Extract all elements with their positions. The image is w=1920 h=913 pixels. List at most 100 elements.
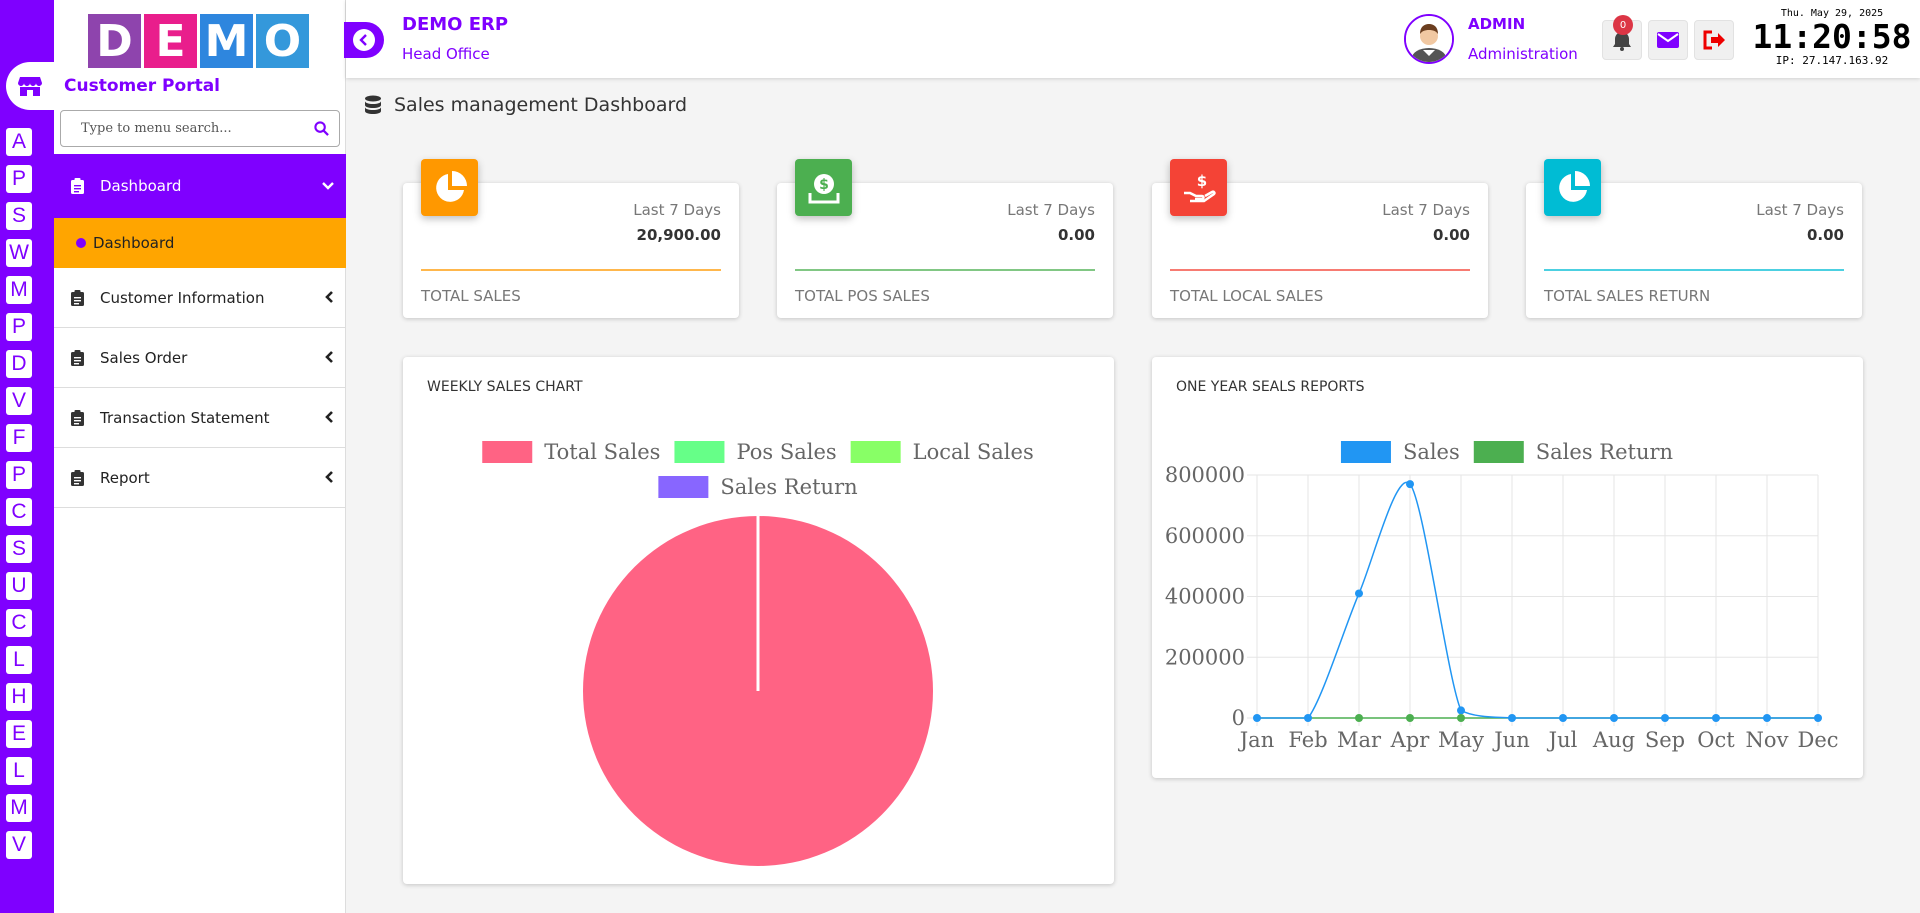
sidebar-item-transaction-statement[interactable]: Transaction Statement	[54, 388, 346, 448]
y-tick-label: 400000	[1165, 585, 1245, 609]
data-point-sales[interactable]	[1253, 714, 1261, 722]
rail-letter-s[interactable]: S	[6, 535, 32, 563]
data-point-sales[interactable]	[1508, 714, 1516, 722]
legend-swatch[interactable]	[1473, 441, 1524, 463]
legend-swatch[interactable]	[850, 441, 901, 463]
sidebar: DEMO Customer Portal Dashboard Dashboard C…	[54, 0, 346, 913]
legend-swatch[interactable]	[1340, 441, 1391, 463]
x-tick-label: Mar	[1337, 728, 1382, 752]
logout-button[interactable]	[1694, 20, 1734, 60]
pie-chart-icon	[421, 159, 478, 216]
notifications-button[interactable]: 0	[1602, 15, 1642, 60]
search-icon[interactable]	[314, 121, 329, 136]
clipboard-icon	[66, 177, 88, 195]
messages-button[interactable]	[1648, 20, 1688, 60]
sidebar-toggle-button[interactable]	[344, 22, 384, 58]
x-tick-label: Jun	[1492, 728, 1529, 752]
user-info[interactable]: ADMIN Administration	[1468, 15, 1578, 63]
data-point-sales[interactable]	[1763, 714, 1771, 722]
data-point-sales[interactable]	[1661, 714, 1669, 722]
sidebar-item-dashboard[interactable]: Dashboard	[54, 154, 346, 218]
data-point-sales[interactable]	[1814, 714, 1822, 722]
legend-swatch[interactable]	[674, 441, 725, 463]
branch-name: Head Office	[402, 45, 490, 63]
data-point-sales-return[interactable]	[1355, 714, 1363, 722]
stat-card-label: TOTAL LOCAL SALES	[1170, 287, 1324, 305]
rail-letter-u[interactable]: U	[6, 572, 32, 600]
avatar[interactable]	[1404, 14, 1454, 64]
svg-text:$: $	[1196, 172, 1206, 190]
menu-search-box	[60, 110, 340, 147]
rail-letter-h[interactable]: H	[6, 683, 32, 711]
data-point-sales[interactable]	[1304, 714, 1312, 722]
stat-card-label: TOTAL SALES RETURN	[1544, 287, 1711, 305]
portal-title: Customer Portal	[64, 76, 220, 96]
data-point-sales[interactable]	[1559, 714, 1567, 722]
rail-letter-p[interactable]: P	[6, 461, 32, 489]
stat-card-divider	[421, 269, 721, 271]
legend-label[interactable]: Sales Return	[1536, 440, 1673, 464]
legend-label[interactable]: Total Sales	[544, 440, 660, 464]
rail-letter-p[interactable]: P	[6, 165, 32, 193]
stat-card-divider	[1170, 269, 1470, 271]
rail-letter-v[interactable]: V	[6, 831, 32, 859]
data-point-sales[interactable]	[1610, 714, 1618, 722]
rail-letter-c[interactable]: C	[6, 609, 32, 637]
legend-label[interactable]: Sales	[1403, 440, 1460, 464]
data-point-sales[interactable]	[1355, 589, 1363, 598]
stat-card-period: Last 7 Days	[1007, 201, 1095, 219]
stat-card-total-pos-sales: $ Last 7 Days 0.00 TOTAL POS SALES	[777, 159, 1113, 318]
logo-letter: M	[200, 14, 253, 68]
rail-letter-a[interactable]: A	[6, 128, 32, 156]
rail-letter-w[interactable]: W	[6, 239, 32, 267]
legend-label[interactable]: Local Sales	[913, 440, 1034, 464]
data-point-sales[interactable]	[1712, 714, 1720, 722]
x-tick-label: Apr	[1390, 728, 1431, 752]
rail-letter-d[interactable]: D	[6, 350, 32, 378]
data-point-sales[interactable]	[1457, 706, 1465, 715]
data-point-sales-return[interactable]	[1406, 714, 1414, 722]
x-tick-label: Nov	[1746, 728, 1789, 752]
legend-label[interactable]: Sales Return	[720, 475, 857, 499]
rail-letter-l[interactable]: L	[6, 757, 32, 785]
legend-swatch[interactable]	[482, 441, 533, 463]
rail-letter-m[interactable]: M	[6, 276, 32, 304]
chevron-left-icon	[324, 349, 334, 367]
store-icon[interactable]	[6, 62, 54, 110]
rail-letter-m[interactable]: M	[6, 794, 32, 822]
company-name: DEMO ERP	[402, 14, 509, 35]
chevron-left-icon	[324, 409, 334, 427]
sidebar-item-customer-information[interactable]: Customer Information	[54, 268, 346, 328]
top-header: DEMO ERP Head Office ADMIN Administratio…	[344, 0, 1920, 78]
menu-search-input[interactable]	[81, 121, 314, 136]
clipboard-icon	[66, 349, 88, 367]
sidebar-subitem-dashboard[interactable]: Dashboard	[54, 218, 346, 268]
x-tick-label: Sep	[1645, 728, 1685, 752]
sidebar-item-report[interactable]: Report	[54, 448, 346, 508]
sidebar-menu: Dashboard Dashboard Customer Information Sa…	[54, 154, 346, 508]
chevron-left-icon	[324, 469, 334, 487]
rail-letter-v[interactable]: V	[6, 387, 32, 415]
ip-address: IP: 27.147.163.92	[1775, 54, 1889, 67]
rail-letter-s[interactable]: S	[6, 202, 32, 230]
weekly-sales-panel: WEEKLY SALES CHART Total Sales Pos Sales L…	[403, 357, 1114, 884]
weekly-sales-title: WEEKLY SALES CHART	[427, 379, 583, 395]
data-point-sales[interactable]	[1406, 480, 1414, 489]
y-tick-label: 600000	[1165, 524, 1245, 548]
yearly-sales-panel: ONE YEAR SEALS REPORTS Sales Sales Return…	[1152, 357, 1863, 778]
user-name: ADMIN	[1468, 15, 1526, 33]
legend-label[interactable]: Pos Sales	[736, 440, 836, 464]
rail-letter-e[interactable]: E	[6, 720, 32, 748]
rail-letter-p[interactable]: P	[6, 313, 32, 341]
legend-swatch[interactable]	[658, 476, 709, 498]
rail-letter-f[interactable]: F	[6, 424, 32, 452]
logo-letter: D	[88, 14, 141, 68]
sidebar-item-sales-order[interactable]: Sales Order	[54, 328, 346, 388]
rail-letter-l[interactable]: L	[6, 646, 32, 674]
money-download-icon: $	[795, 159, 852, 216]
data-point-sales-return[interactable]	[1457, 714, 1465, 722]
rail-letter-c[interactable]: C	[6, 498, 32, 526]
sidebar-item-label: Dashboard	[100, 177, 182, 195]
